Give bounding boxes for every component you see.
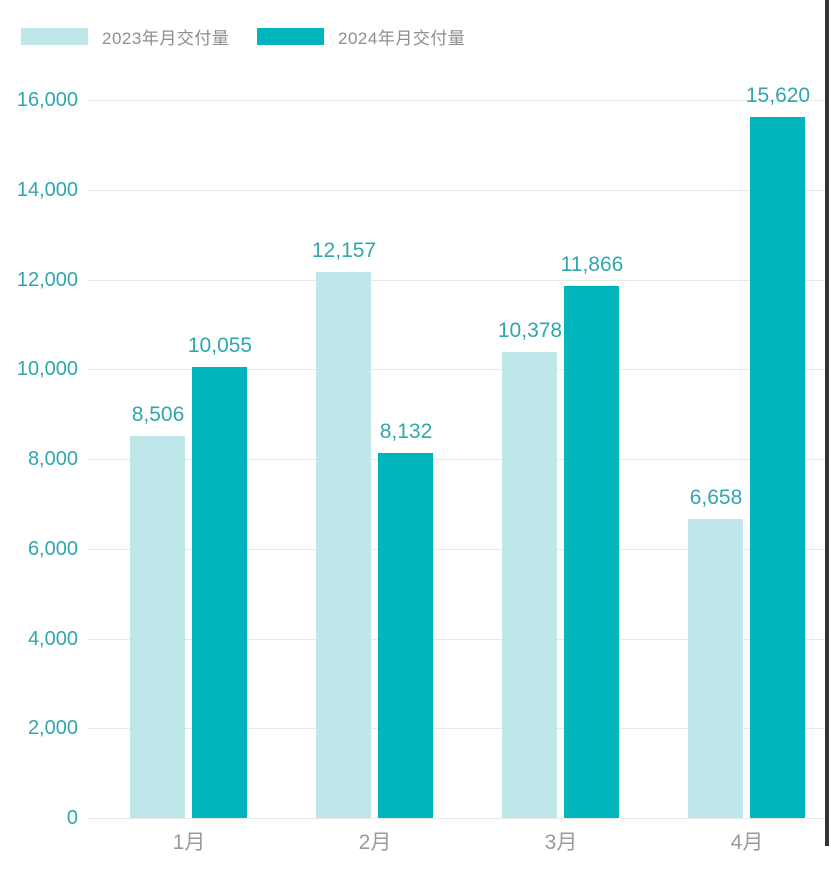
- gridline-0: [88, 818, 825, 819]
- y-axis-tick-4,000: 4,000: [27, 628, 78, 650]
- x-axis-tick-3月: 3月: [544, 831, 578, 854]
- gridline-8,000: [88, 459, 825, 460]
- y-axis-tick-0: 0: [66, 807, 78, 829]
- y-axis-tick-12,000: 12,000: [16, 269, 78, 291]
- legend-item-2024: 2024年月交付量: [257, 27, 465, 48]
- bar-3月-2023年月交付量: [502, 352, 557, 818]
- value-label-3月-2024年月交付量: 11,866: [560, 253, 624, 276]
- x-axis-tick-1月: 1月: [172, 831, 206, 854]
- bar-4月-2024年月交付量: [750, 117, 805, 818]
- value-label-2月-2024年月交付量: 8,132: [379, 420, 433, 443]
- legend-label-2024: 2024年月交付量: [338, 28, 466, 48]
- value-label-2月-2023年月交付量: 12,157: [311, 239, 377, 262]
- gridline-16,000: [88, 100, 825, 101]
- bar-4月-2023年月交付量: [688, 519, 743, 818]
- value-label-3月-2023年月交付量: 10,378: [497, 319, 563, 342]
- y-axis-tick-2,000: 2,000: [27, 717, 78, 739]
- x-axis-tick-2月: 2月: [358, 831, 392, 854]
- y-axis-tick-6,000: 6,000: [27, 538, 78, 560]
- legend-label-2023: 2023年月交付量: [102, 28, 230, 48]
- bar-3月-2024年月交付量: [564, 286, 619, 818]
- gridline-12,000: [88, 280, 825, 281]
- gridline-2,000: [88, 728, 825, 729]
- x-axis-tick-4月: 4月: [730, 831, 764, 854]
- bar-2月-2023年月交付量: [316, 272, 371, 818]
- gridline-6,000: [88, 549, 825, 550]
- value-label-4月-2024年月交付量: 15,620: [745, 84, 811, 107]
- legend-swatch-2023: [21, 27, 88, 45]
- value-label-1月-2024年月交付量: 10,055: [187, 334, 253, 357]
- gridline-14,000: [88, 190, 825, 191]
- y-axis-tick-8,000: 8,000: [27, 448, 78, 470]
- y-axis-tick-10,000: 10,000: [16, 358, 78, 380]
- bar-1月-2024年月交付量: [192, 367, 247, 818]
- gridline-4,000: [88, 639, 825, 640]
- y-axis-tick-16,000: 16,000: [16, 89, 78, 111]
- right-edge-line: [825, 0, 829, 846]
- legend-item-2023: 2023年月交付量: [21, 27, 229, 48]
- value-label-4月-2023年月交付量: 6,658: [689, 486, 743, 509]
- y-axis-tick-14,000: 14,000: [16, 179, 78, 201]
- legend-swatch-2024: [257, 27, 324, 45]
- gridline-10,000: [88, 369, 825, 370]
- value-label-1月-2023年月交付量: 8,506: [131, 403, 185, 426]
- bar-1月-2023年月交付量: [130, 436, 185, 818]
- bar-2月-2024年月交付量: [378, 453, 433, 818]
